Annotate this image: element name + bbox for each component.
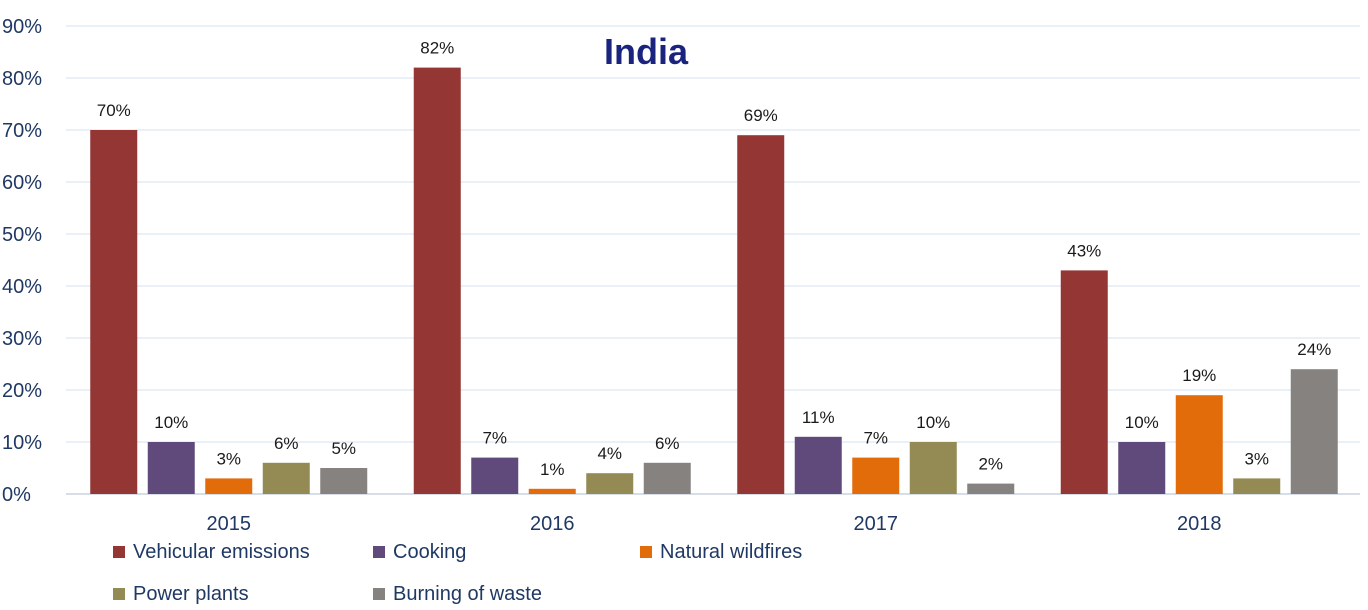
bar	[1175, 395, 1223, 494]
bar	[1060, 270, 1108, 494]
data-label: 43%	[1067, 241, 1101, 260]
gridlines	[66, 25, 1360, 495]
legend-label: Vehicular emissions	[133, 541, 310, 563]
bar	[794, 436, 842, 494]
data-label: 7%	[863, 429, 888, 448]
bar	[147, 442, 195, 494]
data-label: 3%	[1244, 449, 1269, 468]
data-label: 7%	[482, 429, 507, 448]
x-tick-label: 2017	[854, 513, 899, 535]
data-label: 3%	[216, 449, 241, 468]
bar	[528, 488, 576, 494]
x-tick-label: 2018	[1177, 513, 1222, 535]
bar	[413, 67, 461, 494]
bar	[1118, 442, 1166, 494]
bar	[1233, 478, 1281, 494]
legend-swatch	[640, 546, 652, 558]
bar	[90, 130, 138, 494]
y-tick-label: 70%	[2, 120, 42, 142]
y-tick-label: 40%	[2, 276, 42, 298]
data-label: 5%	[331, 439, 356, 458]
bar	[262, 462, 310, 494]
bar	[320, 468, 368, 494]
bar	[1290, 369, 1338, 494]
legend-swatch	[113, 546, 125, 558]
data-labels: 70% 10% 3% 6% 5% 82% 7% 1% 4% 6% 69% 11% 7% 10% 2% 43% 1…	[97, 39, 1332, 479]
data-label: 6%	[274, 434, 299, 453]
bar	[586, 473, 634, 494]
y-tick-label: 80%	[2, 68, 42, 90]
data-label: 69%	[744, 106, 778, 125]
y-axis-ticks: 0% 10% 20% 30% 40% 50% 60% 70% 80% 90%	[2, 16, 42, 506]
legend-label: Power plants	[133, 583, 249, 605]
bars	[90, 67, 1338, 494]
data-label: 10%	[1125, 413, 1159, 432]
bar	[737, 135, 785, 494]
bar	[852, 457, 900, 494]
data-label: 24%	[1297, 340, 1331, 359]
y-tick-label: 10%	[2, 432, 42, 454]
legend-swatch	[373, 546, 385, 558]
data-label: 4%	[597, 444, 622, 463]
y-tick-label: 60%	[2, 172, 42, 194]
legend-label: Natural wildfires	[660, 541, 802, 563]
legend-swatch	[373, 588, 385, 600]
y-tick-label: 20%	[2, 380, 42, 402]
data-label: 6%	[655, 434, 680, 453]
legend-label: Burning of waste	[393, 583, 542, 605]
x-tick-label: 2016	[530, 513, 575, 535]
bar	[967, 483, 1015, 494]
legend-label: Cooking	[393, 541, 466, 563]
data-label: 10%	[916, 413, 950, 432]
x-axis-ticks: 2015 2016 2017 2018	[207, 513, 1222, 535]
y-tick-label: 30%	[2, 328, 42, 350]
data-label: 19%	[1182, 366, 1216, 385]
data-label: 82%	[420, 39, 454, 58]
bar	[909, 442, 957, 494]
data-label: 10%	[154, 413, 188, 432]
bar	[205, 478, 253, 494]
bar	[471, 457, 519, 494]
data-label: 1%	[540, 460, 565, 479]
chart-title: India	[604, 31, 689, 72]
x-tick-label: 2015	[207, 513, 252, 535]
bar	[643, 462, 691, 494]
data-label: 2%	[978, 455, 1003, 474]
y-tick-label: 90%	[2, 16, 42, 38]
y-tick-label: 50%	[2, 224, 42, 246]
legend-swatch	[113, 588, 125, 600]
data-label: 70%	[97, 101, 131, 120]
legend: Vehicular emissions Cooking Natural wildfi…	[113, 541, 802, 605]
data-label: 11%	[802, 408, 835, 427]
y-tick-label: 0%	[2, 484, 31, 506]
